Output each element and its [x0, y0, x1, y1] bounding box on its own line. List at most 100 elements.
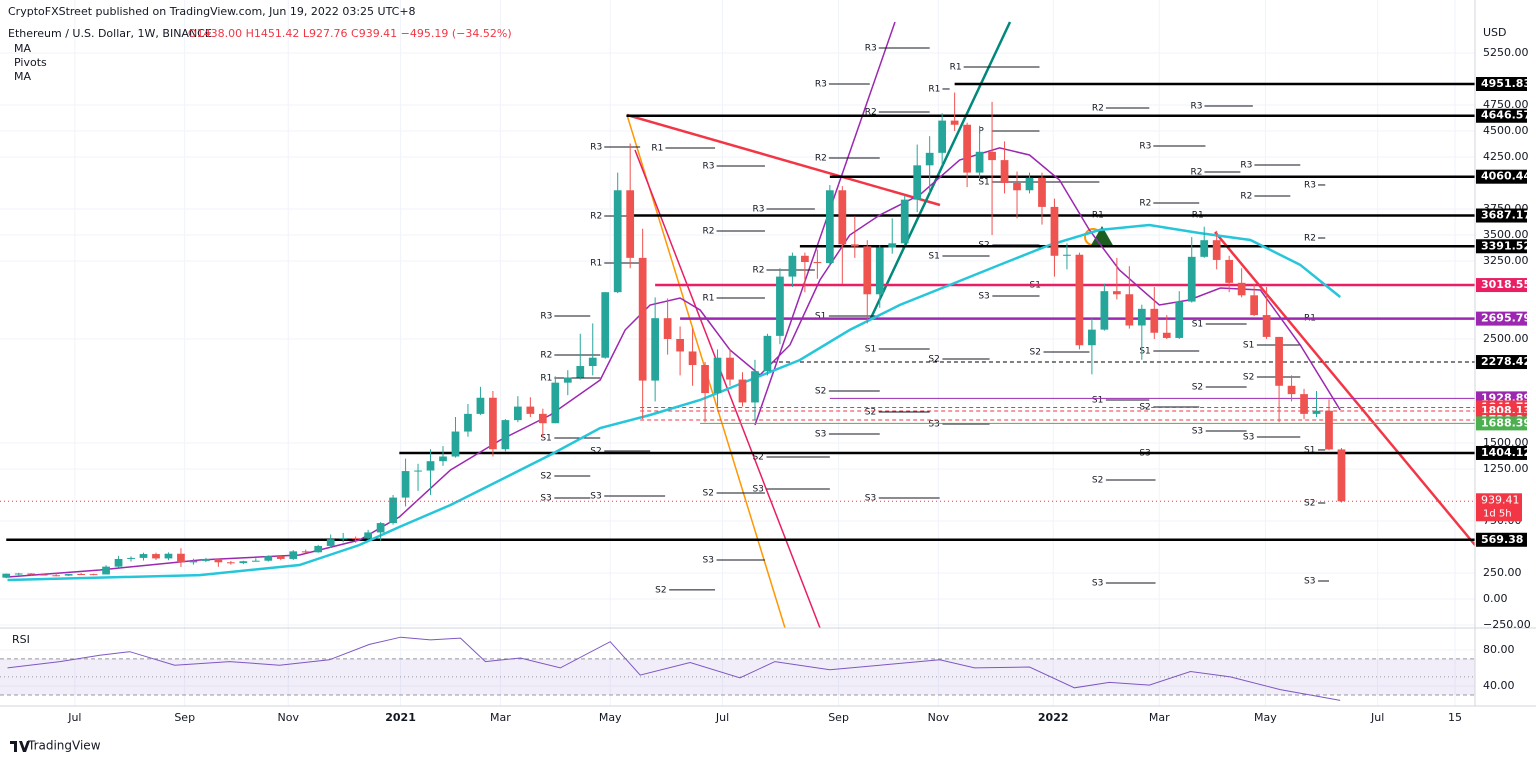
x-tick-label: Sep	[174, 711, 195, 724]
y-tick-label: 250.00	[1483, 566, 1522, 579]
candle-body	[1175, 301, 1184, 338]
candle-body	[1325, 410, 1333, 450]
pivot-label: R2	[1304, 234, 1316, 244]
pivot-label: R3	[703, 162, 715, 172]
price-label: 3018.55	[1481, 278, 1531, 291]
pivot-label: S1	[1243, 341, 1254, 351]
candle-body	[663, 318, 672, 339]
x-tick-label: Jul	[67, 711, 81, 724]
rsi-line	[7, 636, 1341, 701]
price-label: 4646.57	[1481, 109, 1531, 122]
candle-body	[364, 532, 372, 539]
x-tick-label: Mar	[1149, 711, 1170, 724]
plot: R3 R1 R3 R1 R2 P R2 R3 R3 R1 R3 R2 R3 R3 R2 R3 S1 R2 R2 R3 R…	[0, 43, 1475, 701]
candle-body	[726, 357, 734, 380]
candle-body	[576, 366, 585, 378]
x-tick-label: Jul	[715, 711, 729, 724]
pivot-label: S2	[1092, 476, 1103, 486]
x-tick-label: Mar	[490, 711, 511, 724]
candle-body	[301, 551, 310, 553]
pivot-label: S3	[1243, 432, 1254, 442]
pivot-label: S3	[865, 494, 876, 504]
y-tick-label: 5250.00	[1483, 46, 1529, 59]
candle-body	[276, 556, 285, 559]
pivot-label: S2	[1192, 383, 1203, 393]
pivot-label: R2	[1190, 167, 1202, 177]
y-tick-label: 4250.00	[1483, 150, 1529, 163]
pivot-label: R3	[1190, 102, 1202, 112]
price-label: 569.38	[1481, 533, 1523, 546]
pivot-label: S2	[655, 585, 666, 595]
candle-body	[202, 558, 210, 561]
candle-body	[1250, 295, 1258, 316]
candle-body	[1225, 259, 1234, 283]
pivot-label: R3	[1240, 160, 1252, 170]
candle-body	[251, 560, 260, 562]
price-label-box	[1476, 208, 1527, 223]
candle-body	[489, 397, 497, 450]
candle-body	[1237, 282, 1246, 296]
rsi-tick-label: 80.00	[1483, 643, 1515, 656]
candle-body	[426, 461, 435, 471]
candle-body	[1287, 385, 1296, 395]
pivot-label: S1	[1192, 320, 1203, 330]
pivot-label: R2	[815, 154, 827, 164]
candle-body	[1312, 410, 1321, 414]
candle-body	[177, 553, 185, 563]
candle-body	[164, 553, 173, 559]
candle-body	[838, 190, 847, 245]
candle-body	[688, 351, 697, 365]
pivot-label: S2	[1030, 347, 1041, 357]
pivot-label: S1	[540, 433, 551, 443]
pivot-label: S3	[1092, 578, 1103, 588]
candle-body	[788, 255, 797, 277]
price-label-box	[1476, 416, 1527, 431]
candle-body	[389, 497, 397, 524]
pivot-label: S2	[928, 354, 939, 364]
price-label-box	[1476, 445, 1527, 460]
pivot-label: R2	[865, 107, 877, 117]
candle-body	[563, 377, 572, 383]
legend-ma: MA	[14, 42, 31, 55]
candle-body	[264, 556, 273, 561]
price-label-box	[1476, 169, 1527, 184]
price-label-box	[1476, 77, 1527, 92]
candle-body	[476, 397, 485, 414]
candle-body	[713, 357, 722, 394]
candle-body	[1088, 329, 1096, 346]
candle-body	[1162, 332, 1171, 338]
pivot-label: S3	[590, 492, 601, 502]
candle-body	[1137, 308, 1146, 326]
candle-body	[501, 420, 510, 450]
candle-body	[1075, 254, 1084, 346]
candle-body	[139, 554, 148, 558]
candle-body	[52, 575, 61, 577]
warning-icon	[1090, 226, 1114, 247]
candle-body	[1187, 256, 1196, 302]
candle-body	[326, 539, 335, 546]
candle-body	[152, 554, 160, 559]
moving-average	[7, 223, 1341, 582]
candle-body	[351, 538, 360, 540]
candle-body	[1100, 291, 1109, 330]
candle-body	[214, 558, 223, 563]
current-price: 939.41	[1481, 493, 1520, 506]
candle-body	[27, 573, 36, 575]
candle-body	[102, 566, 110, 575]
ohlc: O1438.00 H1451.42 L927.76 C939.41 −495.1…	[188, 27, 512, 40]
pivot-label: S2	[1243, 372, 1254, 382]
countdown: 1d 5h	[1483, 508, 1512, 519]
candle-body	[339, 538, 348, 540]
pivot-label: R2	[1092, 104, 1104, 114]
pivot-label: S2	[590, 446, 601, 456]
publisher: CryptoFXStreet published on TradingView.…	[8, 5, 416, 18]
pivot-label: S2	[865, 407, 876, 417]
pivot-label: S1	[1139, 346, 1150, 356]
candle-body	[1150, 308, 1159, 333]
y-tick-label: 2500.00	[1483, 332, 1529, 345]
pivot-label: R2	[1139, 198, 1151, 208]
pivot-label: R1	[590, 258, 602, 268]
pivot-label: S1	[865, 344, 876, 354]
pivot-label: S3	[1192, 427, 1203, 437]
